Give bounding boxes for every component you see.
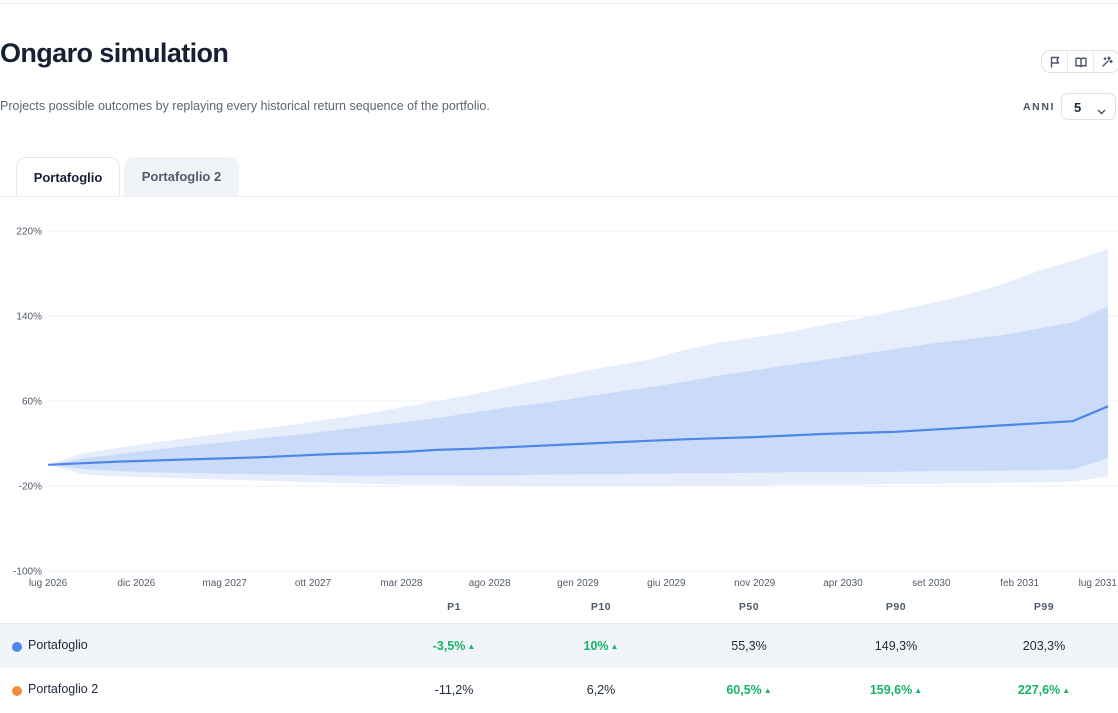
y-tick-label: -20% xyxy=(19,482,42,493)
book-open-icon xyxy=(1074,56,1087,67)
column-header-p10: P10 xyxy=(590,601,612,613)
row-name: Portafoglio xyxy=(28,638,88,652)
column-header-p1: P1 xyxy=(447,601,461,613)
docs-button[interactable] xyxy=(1068,51,1094,72)
sparkles-icon xyxy=(1101,55,1113,67)
top-divider xyxy=(0,0,1118,4)
up-triangle-icon: ▲ xyxy=(914,686,923,695)
tab-portafoglio[interactable]: Portafoglio xyxy=(16,157,120,197)
years-select[interactable]: 5 xyxy=(1061,93,1116,120)
x-tick-label: lug 2031 xyxy=(1079,578,1118,589)
cell-p50: 55,3% xyxy=(731,639,767,653)
x-tick-label: mag 2027 xyxy=(202,578,247,589)
x-tick-label: gen 2029 xyxy=(557,578,599,589)
x-tick-label: apr 2030 xyxy=(823,578,863,589)
cell-p50: 60,5% ▲ xyxy=(726,683,772,697)
flag-icon xyxy=(1050,56,1059,68)
series-color-dot xyxy=(12,686,22,696)
x-tick-label: lug 2026 xyxy=(29,578,68,589)
page-title: Ongaro simulation xyxy=(0,38,229,68)
x-tick-label: set 2030 xyxy=(912,578,951,589)
page-subtitle: Projects possible outcomes by replaying … xyxy=(0,99,490,113)
toolbar xyxy=(1041,50,1118,73)
tabs-divider xyxy=(0,196,1118,197)
up-triangle-icon: ▲ xyxy=(1062,686,1071,695)
series-color-dot xyxy=(12,642,22,652)
cell-p10: 10% ▲ xyxy=(583,639,619,653)
cell-p10: 6,2% xyxy=(586,683,616,697)
row-name: Portafoglio 2 xyxy=(28,682,99,696)
up-triangle-icon: ▲ xyxy=(763,686,772,695)
cell-p99: 227,6% ▲ xyxy=(1017,683,1071,697)
cell-p1: -11,2% xyxy=(434,683,474,697)
y-tick-label: 220% xyxy=(16,227,42,238)
cell-p99: 203,3% xyxy=(1022,639,1066,653)
ai-assist-button[interactable] xyxy=(1094,51,1118,72)
cell-p90: 159,6% ▲ xyxy=(869,683,923,697)
simulation-chart: 220% 140% 60% -20% -100%lug 2026 dic 2026 mag … xyxy=(13,227,1118,589)
chevron-down-icon xyxy=(1097,103,1106,115)
x-tick-label: ott 2027 xyxy=(295,578,332,589)
x-tick-label: dic 2026 xyxy=(117,578,155,589)
cell-p1: -3,5% ▲ xyxy=(432,639,476,653)
x-tick-label: giu 2029 xyxy=(647,578,686,589)
table-row[interactable]: Portafoglio -3,5% ▲ 10% ▲ 55,3% 149,3% 203… xyxy=(0,623,1118,669)
x-tick-label: ago 2028 xyxy=(469,578,511,589)
x-tick-label: mar 2028 xyxy=(380,578,423,589)
years-value: 5 xyxy=(1074,100,1082,115)
tab-portafoglio-2[interactable]: Portafoglio 2 xyxy=(124,157,239,196)
median-line xyxy=(47,405,1109,466)
y-tick-label: -100% xyxy=(13,567,42,578)
years-label: ANNI xyxy=(1023,101,1056,113)
up-triangle-icon: ▲ xyxy=(610,642,619,651)
cell-p90: 149,3% xyxy=(874,639,918,653)
flag-button[interactable] xyxy=(1042,51,1068,72)
x-tick-label: nov 2029 xyxy=(734,578,776,589)
table-row[interactable]: Portafoglio 2 -11,2% 6,2% 60,5% ▲ 159,6% ▲… xyxy=(0,668,1118,713)
column-header-p50: P50 xyxy=(738,601,760,613)
column-header-p90: P90 xyxy=(885,601,907,613)
y-tick-label: 60% xyxy=(22,397,42,408)
y-tick-label: 140% xyxy=(16,312,42,323)
column-header-p99: P99 xyxy=(1033,601,1055,613)
up-triangle-icon: ▲ xyxy=(467,642,476,651)
x-tick-label: feb 2031 xyxy=(1000,578,1039,589)
